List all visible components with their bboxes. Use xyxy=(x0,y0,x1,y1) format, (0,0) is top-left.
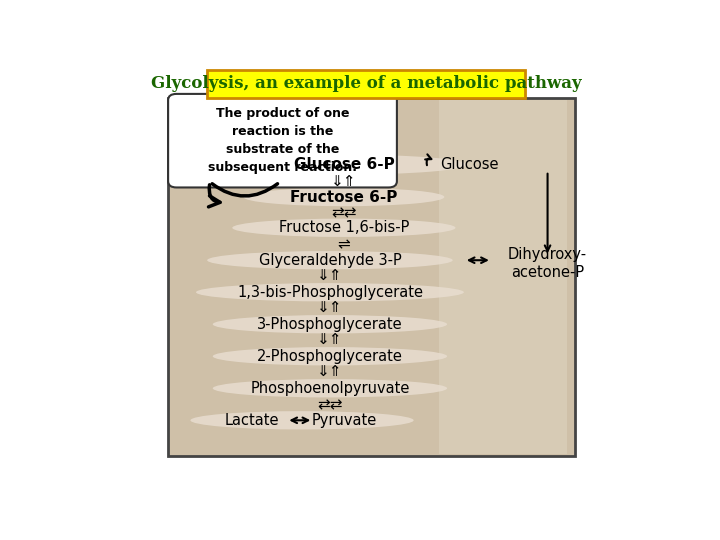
Text: 3-Phosphoglycerate: 3-Phosphoglycerate xyxy=(257,317,402,332)
Text: Pyruvate: Pyruvate xyxy=(311,413,377,428)
Text: Dihydroxy-
acetone-P: Dihydroxy- acetone-P xyxy=(508,247,587,280)
Text: Glyceraldehyde 3-P: Glyceraldehyde 3-P xyxy=(258,253,401,268)
Text: Glycolysis, an example of a metabolic pathway: Glycolysis, an example of a metabolic pa… xyxy=(151,76,582,92)
Text: 2-Phosphoglycerate: 2-Phosphoglycerate xyxy=(257,349,403,364)
Ellipse shape xyxy=(213,315,447,333)
Text: ⇌: ⇌ xyxy=(338,237,350,252)
Text: ⇄⇄: ⇄⇄ xyxy=(331,205,356,220)
Ellipse shape xyxy=(190,411,413,429)
FancyBboxPatch shape xyxy=(207,70,526,98)
Text: Glucose 6-P: Glucose 6-P xyxy=(294,157,395,172)
Text: ⇄⇄: ⇄⇄ xyxy=(318,397,343,413)
Text: Fructose 6-P: Fructose 6-P xyxy=(290,190,397,205)
FancyBboxPatch shape xyxy=(168,98,575,456)
Ellipse shape xyxy=(221,154,467,174)
Text: 1,3-bis-Phosphoglycerate: 1,3-bis-Phosphoglycerate xyxy=(237,285,423,300)
Text: Phosphoenolpyruvate: Phosphoenolpyruvate xyxy=(251,381,410,396)
Ellipse shape xyxy=(207,251,453,269)
Text: Glucose: Glucose xyxy=(440,157,499,172)
Text: The product of one
reaction is the
substrate of the
subsequent reaction.: The product of one reaction is the subst… xyxy=(208,107,357,174)
Text: ⇓⇑: ⇓⇑ xyxy=(318,269,343,285)
Ellipse shape xyxy=(233,219,456,237)
Text: ⇓⇑: ⇓⇑ xyxy=(318,333,343,348)
FancyBboxPatch shape xyxy=(168,94,397,187)
Text: ⇓⇑: ⇓⇑ xyxy=(318,366,343,380)
FancyBboxPatch shape xyxy=(438,100,567,454)
Text: Fructose 1,6-bis-P: Fructose 1,6-bis-P xyxy=(279,220,409,235)
Ellipse shape xyxy=(213,379,447,397)
Text: Lactate: Lactate xyxy=(225,413,279,428)
Ellipse shape xyxy=(196,283,464,301)
Ellipse shape xyxy=(243,188,444,206)
Text: ⇓⇑: ⇓⇑ xyxy=(331,174,356,190)
Ellipse shape xyxy=(213,347,447,366)
Text: ⇓⇑: ⇓⇑ xyxy=(318,301,343,316)
